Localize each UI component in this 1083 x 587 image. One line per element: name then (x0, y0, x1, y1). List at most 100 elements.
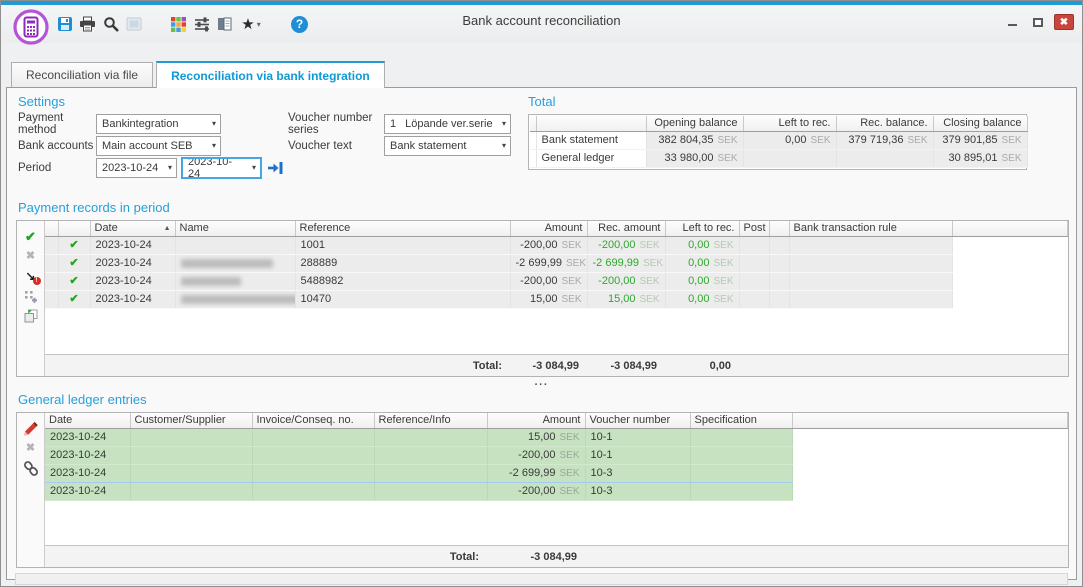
col-header-approved[interactable] (58, 221, 91, 237)
date-cell: 2023-10-24 (90, 290, 176, 309)
check-icon: ✔ (69, 257, 79, 269)
ledger-row[interactable]: 2023-10-24 15,00 SEK 10-1 (45, 428, 1068, 447)
reference-book-icon[interactable] (213, 13, 236, 35)
rec-amount-cell: -200,00 SEK (587, 236, 666, 255)
left-to-rec-cell: 0,00 SEK (665, 272, 740, 291)
col-header-left-to-rec[interactable]: Left to rec. (665, 221, 740, 237)
blank-cell (769, 236, 790, 255)
voucher-settings: Voucher number series 1 Löpande ver.seri… (288, 112, 511, 158)
name-cell (175, 272, 296, 291)
col-header-bank-transaction-rule[interactable]: Bank transaction rule (789, 221, 953, 237)
redacted-name (180, 276, 241, 286)
tab-reconciliation-via-bank-integration[interactable]: Reconciliation via bank integration (156, 61, 385, 88)
date-cell: 2023-10-24 (90, 272, 176, 291)
indicator-cell (45, 254, 59, 273)
splitter-handle[interactable]: ··· (534, 378, 549, 391)
calculator-logo-icon[interactable] (13, 9, 49, 45)
voucher-series-label: Voucher number series (288, 112, 373, 136)
payment-row[interactable]: ✔ 2023-10-24 288889 -2 699,99 SEK -2 699,… (45, 254, 1068, 273)
bank-rule-cell (789, 272, 953, 291)
ledger-row[interactable]: 2023-10-24 -200,00 SEK 10-1 (45, 446, 1068, 465)
star-glyph: ★ (241, 15, 255, 33)
col-header-reference[interactable]: Reference (295, 221, 511, 237)
color-grid-icon[interactable] (167, 13, 190, 35)
approved-cell: ✔ (58, 290, 91, 309)
add-rows-icon[interactable] (21, 286, 41, 306)
closing-balance-cell: 379 901,85 SEK (933, 131, 1028, 150)
approved-cell: ✔ (58, 236, 91, 255)
post-cell (739, 254, 770, 273)
customer-cell (130, 463, 253, 483)
ledger-row-selected[interactable]: 2023-10-24 -2 699,99 SEK 10-3 (45, 463, 1068, 483)
total-heading: Total (528, 94, 556, 109)
payment-row[interactable]: ✔ 2023-10-24 5488982 -200,00 SEK -200,00 S… (45, 272, 1068, 291)
filler-cell (792, 446, 1068, 464)
unmatch-error-icon[interactable]: ↘ ! (21, 266, 41, 286)
ledger-section: ✖ Date Customer/Supplier Invoice/Conseq.… (16, 412, 1069, 568)
payment-row[interactable]: ✔ 2023-10-24 1001 -200,00 SEK -200,00 SEK … (45, 236, 1068, 255)
ledger-side-toolbar: ✖ (17, 413, 45, 567)
status-bar (15, 573, 1068, 585)
bank-rule-cell (789, 290, 953, 309)
col-header-row-label (536, 116, 647, 132)
save-icon[interactable] (53, 13, 76, 35)
col-header-customer-supplier[interactable]: Customer/Supplier (130, 413, 253, 429)
indicator-cell (45, 236, 59, 255)
close-icon: ✖ (1059, 16, 1069, 28)
col-header-rec-balance: Rec. balance. (836, 116, 934, 132)
ledger-row[interactable]: 2023-10-24 -200,00 SEK 10-3 (45, 482, 1068, 501)
col-header-invoice-conseq-no[interactable]: Invoice/Conseq. no. (252, 413, 375, 429)
period-to-select[interactable]: 2023-10-24 ▾ (181, 156, 262, 180)
redacted-name (180, 258, 273, 268)
reference-cell (374, 482, 488, 501)
check-icon: ✔ (69, 293, 79, 305)
col-header-name[interactable]: Name (175, 221, 296, 237)
voucher-series-select[interactable]: 1 Löpande ver.serie ▾ (384, 114, 511, 134)
payment-row[interactable]: ✔ 2023-10-24 10470 15,00 SEK 15,00 SEK 0,0… (45, 290, 1068, 309)
col-header-voucher-number[interactable]: Voucher number (585, 413, 691, 429)
approve-all-icon[interactable]: ✔ (21, 226, 41, 246)
search-icon[interactable] (99, 13, 122, 35)
help-icon[interactable]: ? (288, 13, 311, 35)
delete-icon[interactable]: ✖ (21, 438, 41, 458)
col-header-date[interactable]: Date ▲ (90, 221, 176, 237)
print-icon[interactable] (76, 13, 99, 35)
rec-balance-cell: 379 719,36 SEK (836, 131, 934, 150)
col-header-rec-amount[interactable]: Rec. amount (587, 221, 666, 237)
chevron-down-icon: ▾ (256, 19, 261, 29)
edit-pen-icon[interactable] (21, 418, 41, 438)
payment-method-select[interactable]: Bankintegration ▾ (96, 114, 221, 134)
sort-asc-icon: ▲ (163, 225, 171, 233)
date-cell: 2023-10-24 (90, 254, 176, 273)
col-header-amount[interactable]: Amount (510, 221, 588, 237)
link-icon[interactable] (21, 458, 41, 478)
filler-cell (952, 272, 1068, 290)
filler-cell (792, 428, 1068, 446)
bank-accounts-label: Bank accounts (18, 140, 94, 152)
remove-icon[interactable]: ✖ (21, 246, 41, 266)
copy-icon[interactable] (21, 306, 41, 326)
table-row: Bank statement 382 804,35 SEK 0,00 SEK 379… (530, 131, 1028, 150)
col-header-specification[interactable]: Specification (690, 413, 793, 429)
col-header-date[interactable]: Date (45, 413, 131, 429)
maximize-button[interactable] (1028, 14, 1048, 30)
close-button[interactable]: ✖ (1054, 14, 1074, 30)
minimize-button[interactable] (1002, 14, 1022, 30)
col-header-reference-info[interactable]: Reference/Info (374, 413, 488, 429)
period-from-select[interactable]: 2023-10-24 ▾ (96, 158, 177, 178)
col-header-post[interactable]: Post (739, 221, 770, 237)
approved-cell: ✔ (58, 272, 91, 291)
adjust-sliders-icon[interactable] (190, 13, 213, 35)
chevron-down-icon: ▾ (167, 163, 172, 172)
bank-accounts-select[interactable]: Main account SEB ▾ (96, 136, 221, 156)
main-panel: Settings Payment method Bankintegration … (6, 88, 1077, 585)
favorites-star-icon[interactable]: ★ ▾ (236, 13, 266, 35)
col-header-amount[interactable]: Amount (487, 413, 586, 429)
apply-period-button[interactable] (265, 159, 285, 178)
name-cell (175, 236, 296, 255)
tab-reconciliation-via-file[interactable]: Reconciliation via file (11, 62, 154, 87)
reference-cell (374, 428, 488, 447)
window-controls: ✖ (1002, 14, 1074, 30)
main-toolbar: ★ ▾ ? (53, 12, 311, 36)
voucher-text-select[interactable]: Bank statement ▾ (384, 136, 511, 156)
